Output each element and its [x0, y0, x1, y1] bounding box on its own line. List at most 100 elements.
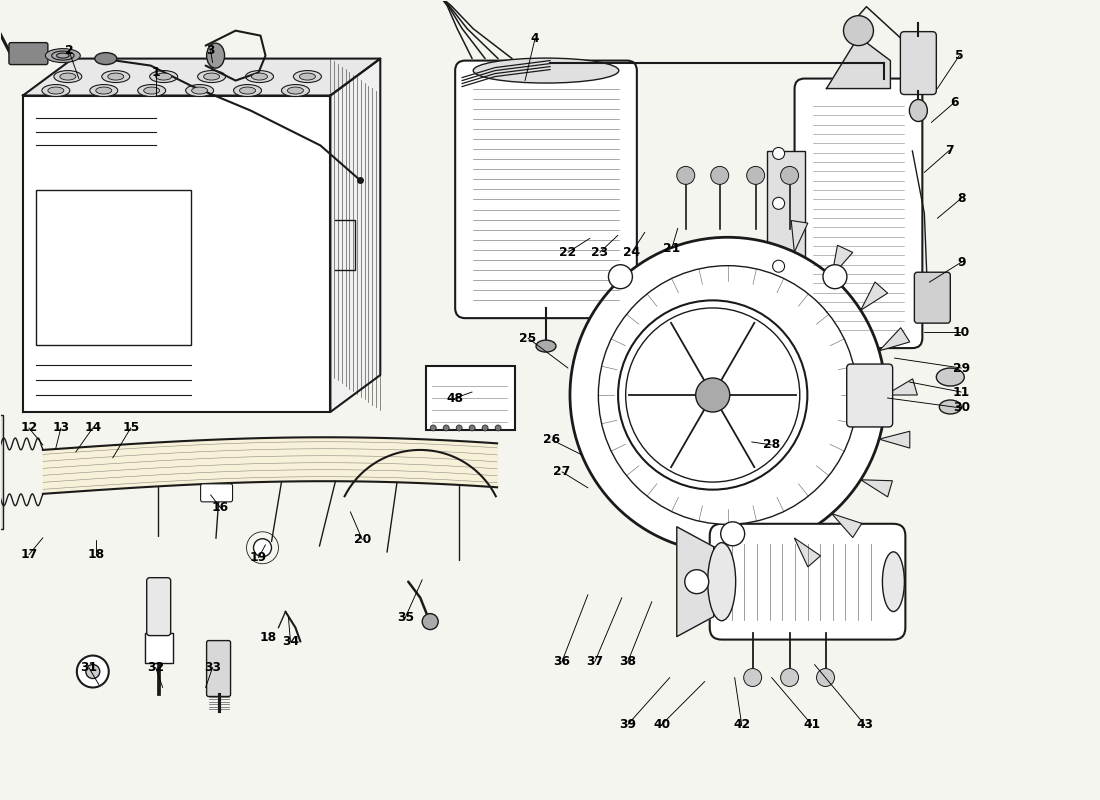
Text: 31: 31 [80, 661, 98, 674]
FancyBboxPatch shape [901, 32, 936, 94]
Ellipse shape [294, 70, 321, 82]
Circle shape [608, 265, 632, 289]
Ellipse shape [59, 73, 76, 80]
Text: 13: 13 [53, 422, 69, 434]
Text: 29: 29 [953, 362, 970, 374]
Text: 17: 17 [20, 548, 37, 562]
Text: eurospares: eurospares [147, 278, 323, 306]
Text: 3: 3 [207, 44, 215, 57]
Text: 35: 35 [397, 611, 414, 624]
Text: 16: 16 [212, 502, 229, 514]
Ellipse shape [240, 87, 255, 94]
Ellipse shape [90, 85, 118, 97]
Circle shape [816, 669, 835, 686]
Circle shape [430, 425, 437, 431]
FancyBboxPatch shape [847, 364, 892, 427]
Circle shape [77, 655, 109, 687]
Circle shape [495, 425, 502, 431]
Text: 26: 26 [543, 434, 561, 446]
Text: 36: 36 [553, 655, 571, 668]
Text: 2: 2 [65, 44, 73, 57]
Polygon shape [860, 480, 892, 497]
Text: 34: 34 [282, 635, 299, 648]
Circle shape [844, 16, 873, 46]
Ellipse shape [939, 400, 961, 414]
Text: 20: 20 [354, 534, 371, 546]
Polygon shape [886, 379, 917, 395]
Text: 1: 1 [152, 66, 160, 79]
Polygon shape [676, 526, 714, 637]
Text: 21: 21 [663, 242, 681, 254]
Text: 24: 24 [624, 246, 640, 258]
Ellipse shape [204, 73, 220, 80]
Circle shape [482, 425, 488, 431]
Ellipse shape [108, 73, 123, 80]
Text: 40: 40 [653, 718, 670, 731]
Text: 30: 30 [953, 402, 970, 414]
Ellipse shape [191, 87, 208, 94]
Text: 28: 28 [763, 438, 780, 451]
Text: 11: 11 [953, 386, 970, 398]
Ellipse shape [186, 85, 213, 97]
Ellipse shape [252, 73, 267, 80]
Circle shape [823, 265, 847, 289]
Ellipse shape [910, 99, 927, 122]
Ellipse shape [102, 70, 130, 82]
Circle shape [711, 166, 728, 184]
FancyBboxPatch shape [710, 524, 905, 639]
Text: 22: 22 [559, 246, 576, 258]
Ellipse shape [95, 53, 117, 65]
Ellipse shape [48, 87, 64, 94]
Text: 6: 6 [950, 96, 958, 109]
Circle shape [422, 614, 438, 630]
Text: 19: 19 [250, 551, 267, 564]
Circle shape [86, 665, 100, 678]
Circle shape [570, 238, 886, 553]
Circle shape [685, 570, 708, 594]
Polygon shape [826, 37, 890, 89]
Bar [767, 151, 804, 288]
Ellipse shape [45, 49, 80, 62]
Circle shape [676, 166, 695, 184]
Circle shape [598, 266, 857, 524]
Text: 9: 9 [957, 256, 966, 269]
Text: 14: 14 [85, 422, 101, 434]
Text: 43: 43 [856, 718, 873, 731]
Text: 41: 41 [803, 718, 821, 731]
Ellipse shape [282, 85, 309, 97]
Ellipse shape [245, 70, 274, 82]
Ellipse shape [42, 85, 69, 97]
Ellipse shape [536, 340, 556, 352]
Polygon shape [791, 221, 807, 252]
Ellipse shape [198, 70, 226, 82]
Ellipse shape [233, 85, 262, 97]
Ellipse shape [207, 43, 224, 68]
Text: 38: 38 [619, 655, 637, 668]
Ellipse shape [56, 53, 69, 58]
Text: 12: 12 [20, 422, 37, 434]
Text: 32: 32 [147, 661, 164, 674]
Circle shape [456, 425, 462, 431]
Ellipse shape [473, 58, 619, 83]
Text: 23: 23 [592, 246, 608, 258]
Polygon shape [860, 282, 888, 310]
FancyBboxPatch shape [914, 272, 950, 323]
Ellipse shape [96, 87, 112, 94]
FancyBboxPatch shape [455, 61, 637, 318]
Polygon shape [23, 58, 381, 95]
FancyBboxPatch shape [794, 78, 923, 348]
Circle shape [443, 425, 449, 431]
FancyBboxPatch shape [200, 484, 232, 502]
FancyBboxPatch shape [9, 42, 48, 65]
Text: 18: 18 [260, 631, 277, 644]
Polygon shape [832, 514, 861, 538]
Ellipse shape [299, 73, 316, 80]
Ellipse shape [54, 70, 81, 82]
Circle shape [253, 538, 272, 557]
Circle shape [618, 300, 807, 490]
Circle shape [720, 522, 745, 546]
Circle shape [772, 147, 784, 159]
Text: 48: 48 [447, 391, 464, 405]
Circle shape [469, 425, 475, 431]
Text: 27: 27 [553, 466, 571, 478]
